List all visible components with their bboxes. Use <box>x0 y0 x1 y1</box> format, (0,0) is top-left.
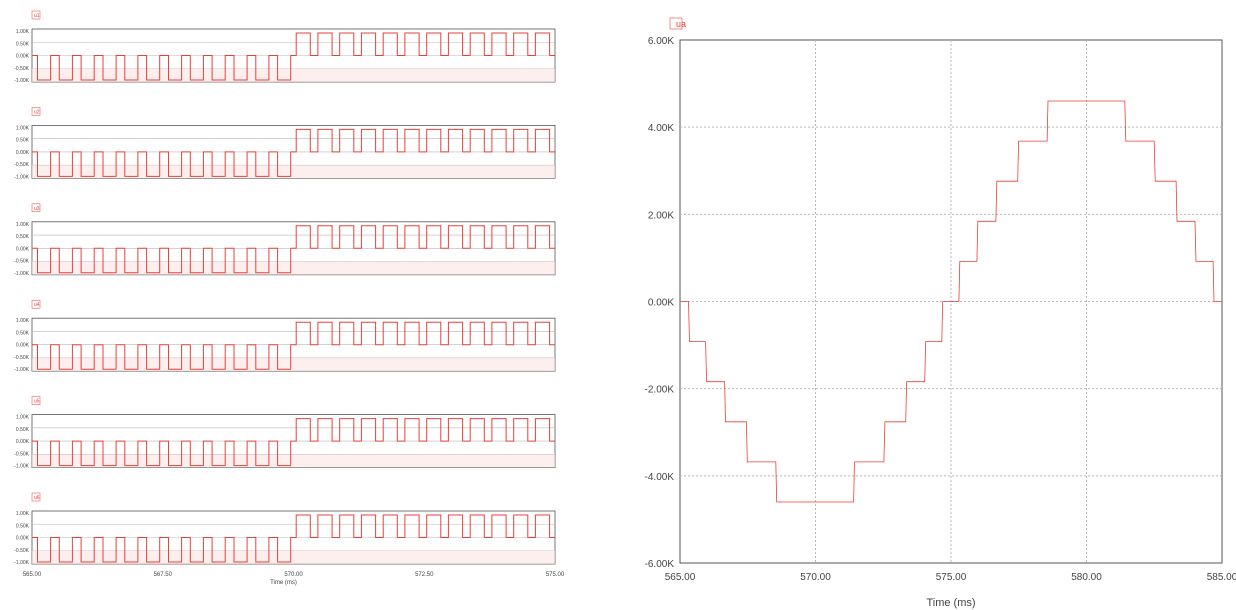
panel-y-tick: 0.00K <box>16 246 30 252</box>
panel-band <box>32 68 555 82</box>
panel-y-tick: -1.00K <box>14 271 29 277</box>
y-tick-label: 2.00K <box>648 210 674 221</box>
panel-series-label: u4 <box>34 302 40 308</box>
series-label: ua <box>676 19 686 29</box>
panel-y-tick: -1.00K <box>14 174 29 180</box>
panel-series-label: u5 <box>34 399 40 405</box>
panel-x-tick: 572.50 <box>415 572 434 578</box>
y-tick-label: 6.00K <box>648 36 674 47</box>
waveform-ua <box>680 100 1222 503</box>
panel-label-box <box>31 492 41 502</box>
panel-label-box <box>31 10 41 20</box>
panel-y-tick: 0.00K <box>16 536 30 542</box>
panel-y-tick: -0.50K <box>14 162 29 168</box>
panel-band <box>32 454 555 468</box>
y-tick-label: 0.00K <box>648 298 674 309</box>
y-tick-label: -2.00K <box>645 385 675 396</box>
panel-y-tick: -0.50K <box>14 548 29 554</box>
panel-y-tick: 1.00K <box>16 125 30 131</box>
panel-y-tick: 0.50K <box>16 523 30 529</box>
panel-y-tick: -1.00K <box>14 464 29 470</box>
panel-y-tick: -0.50K <box>14 259 29 265</box>
panel-x-tick: 565.00 <box>23 572 42 578</box>
panel-y-tick: -0.50K <box>14 66 29 72</box>
y-tick-label: -4.00K <box>645 472 675 483</box>
gate-waveform <box>32 32 555 81</box>
panel-y-tick: 0.00K <box>16 343 30 349</box>
x-tick-label: 580.00 <box>1071 572 1102 583</box>
panel-series-label: u2 <box>34 109 40 115</box>
panel-u3: 1.00K 0.50K 0.00K -0.50K -1.00K u3 <box>14 203 556 277</box>
x-tick-label: 575.00 <box>936 572 967 583</box>
panel-y-tick: 0.50K <box>16 234 30 240</box>
panel-u6: 1.00K 0.50K 0.00K -0.50K -1.00K u6 565.00 567.5… <box>14 492 565 586</box>
panel-u5: 1.00K 0.50K 0.00K -0.50K -1.00K u5 <box>14 396 556 470</box>
x-tick-label: 585.00 <box>1207 572 1236 583</box>
panel-u2: 1.00K 0.50K 0.00K -0.50K -1.00K u2 <box>14 107 556 180</box>
panel-y-tick: -0.50K <box>14 451 29 457</box>
panel-y-tick: 0.00K <box>16 439 30 445</box>
panel-x-tick: 567.50 <box>154 572 173 578</box>
output-voltage-chart: 6.00K 4.00K 2.00K 0.00K -2.00K -4.00K -6.00K 56… <box>645 17 1236 609</box>
panel-y-tick: 0.50K <box>16 330 30 336</box>
y-tick-label: 4.00K <box>648 123 674 134</box>
panel-y-tick: 0.50K <box>16 41 30 47</box>
panel-y-tick: -0.50K <box>14 355 29 361</box>
x-tick-label: 565.00 <box>665 572 696 583</box>
panel-band <box>32 357 555 372</box>
panel-band <box>32 165 555 179</box>
panel-series-label: u1 <box>34 13 40 19</box>
panel-label-box <box>31 396 41 405</box>
gate-waveform <box>32 128 555 177</box>
panel-band <box>32 261 555 275</box>
panel-y-tick: 0.00K <box>16 54 30 60</box>
x-axis-label: Time (ms) <box>926 597 975 609</box>
panel-label-box <box>31 299 41 309</box>
gate-waveform <box>32 321 555 370</box>
panel-band <box>32 550 555 564</box>
panel-u4: 1.00K 0.50K 0.00K -0.50K -1.00K u4 <box>14 299 556 373</box>
panel-x-tick: 570.00 <box>284 572 303 578</box>
panel-y-tick: 1.00K <box>16 29 30 35</box>
y-tick-label: -6.00K <box>645 559 675 570</box>
panel-y-tick: 0.50K <box>16 427 30 433</box>
panel-y-tick: 1.00K <box>16 222 30 228</box>
gate-waveform <box>32 418 555 467</box>
panel-y-tick: 0.50K <box>16 138 30 144</box>
panel-y-tick: -1.00K <box>14 367 29 373</box>
panel-series-label: u6 <box>34 495 40 501</box>
panel-y-tick: 0.00K <box>16 150 30 156</box>
series-label-box <box>669 17 683 30</box>
panel-series-label: u3 <box>34 206 40 212</box>
panel-y-tick: -1.00K <box>14 560 29 566</box>
x-tick-label: 570.00 <box>800 572 831 583</box>
panel-label-box <box>31 203 41 213</box>
panel-x-tick: 575.00 <box>546 572 565 578</box>
panel-u1: 1.00K 0.50K 0.00K -0.50K -1.00K u1 <box>14 10 556 84</box>
panel-y-tick: 1.00K <box>16 415 30 421</box>
panel-x-axis-label: Time (ms) <box>270 580 297 586</box>
panel-label-box <box>31 107 41 116</box>
gate-waveform <box>32 225 555 274</box>
panel-y-tick: 1.00K <box>16 511 30 517</box>
panel-y-tick: -1.00K <box>14 78 29 84</box>
gate-waveform <box>32 514 555 563</box>
panel-y-tick: 1.00K <box>16 318 30 324</box>
gate-signal-panels: 1.00K 0.50K 0.00K -0.50K -1.00K u1 1.00K 0.50K 0… <box>14 10 565 586</box>
